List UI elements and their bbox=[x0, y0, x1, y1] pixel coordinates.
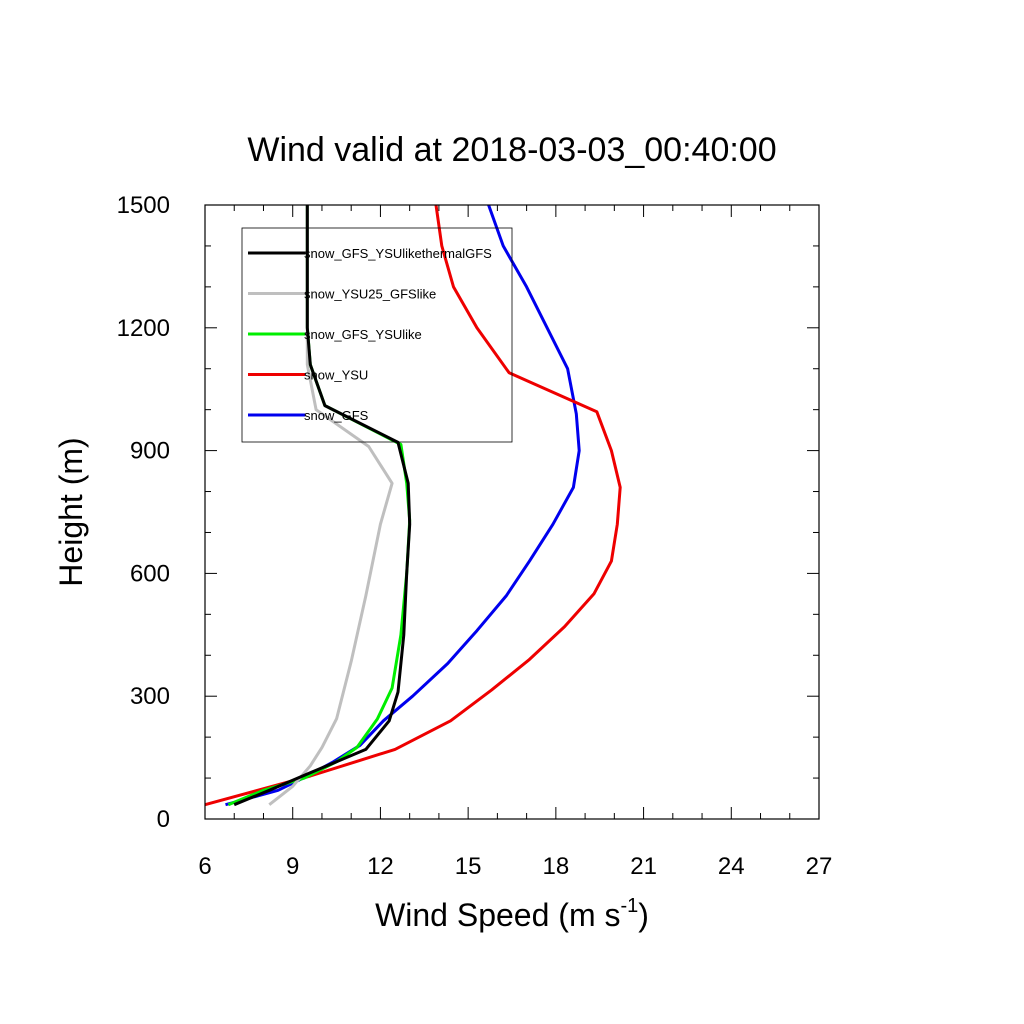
legend-label: snow_YSU25_GFSlike bbox=[304, 287, 436, 302]
x-tick-label: 24 bbox=[718, 853, 745, 880]
x-tick-label: 27 bbox=[806, 853, 833, 880]
legend-label: snow_YSU bbox=[304, 368, 368, 383]
y-tick-label: 1500 bbox=[117, 192, 170, 219]
x-axis-label-close: ) bbox=[638, 897, 649, 933]
chart-title: Wind valid at 2018-03-03_00:40:00 bbox=[247, 131, 776, 169]
legend-label: snow_GFS bbox=[304, 408, 369, 423]
y-tick-label: 900 bbox=[130, 438, 170, 465]
x-axis-label-superscript: -1 bbox=[620, 895, 638, 917]
x-tick-label: 15 bbox=[455, 853, 482, 880]
y-tick-label: 1200 bbox=[117, 315, 170, 342]
x-tick-label: 6 bbox=[198, 853, 211, 880]
y-axis-label: Height (m) bbox=[53, 437, 89, 586]
x-tick-label: 9 bbox=[286, 853, 299, 880]
legend-box bbox=[241, 227, 513, 443]
series-lines bbox=[204, 204, 622, 807]
series-line-snow_YSU bbox=[204, 204, 622, 807]
legend-label: snow_GFS_YSUlike bbox=[304, 327, 422, 342]
series-line-snow_GFS_YSUlikethermalGFS bbox=[233, 205, 412, 807]
legend-items: snow_GFS_YSUlikethermalGFS snow_YSU25_GFS… bbox=[248, 246, 492, 423]
y-tick-label: 300 bbox=[130, 683, 170, 710]
x-axis-label-main: Wind Speed (m s bbox=[375, 897, 620, 933]
legend: snow_GFS_YSUlikethermalGFS snow_YSU25_GFS… bbox=[241, 227, 513, 443]
plot-frame bbox=[204, 204, 820, 820]
x-tick-label: 21 bbox=[630, 853, 657, 880]
axis-ticks: 6 9 12 15 18 21 24 27 0 300 600 900 1200 1500 bbox=[117, 192, 833, 880]
x-tick-label: 18 bbox=[543, 853, 570, 880]
y-tick-label: 0 bbox=[157, 806, 170, 833]
legend-label: snow_GFS_YSUlikethermalGFS bbox=[304, 246, 492, 261]
y-tick-label: 600 bbox=[130, 560, 170, 587]
x-tick-label: 12 bbox=[367, 853, 394, 880]
x-axis-label: Wind Speed (m s-1) bbox=[375, 895, 649, 933]
